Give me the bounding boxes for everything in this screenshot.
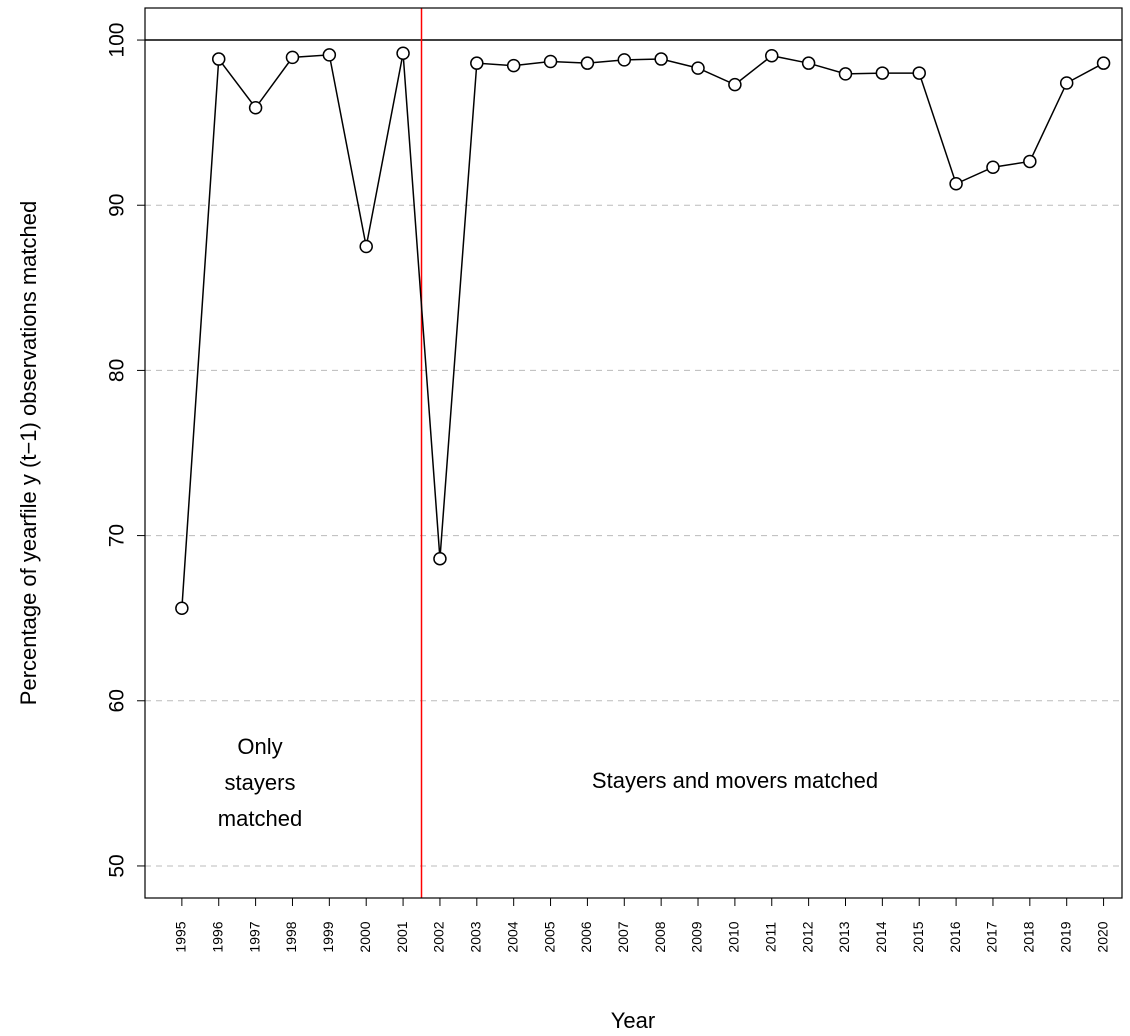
x-tick-label: 1999 bbox=[320, 921, 336, 952]
y-tick-label: 60 bbox=[106, 689, 129, 712]
x-tick-label: 2011 bbox=[762, 922, 778, 952]
y-tick-label: 100 bbox=[106, 23, 129, 58]
x-tick-label: 2009 bbox=[689, 921, 705, 952]
annotation: stayers bbox=[225, 770, 296, 795]
x-tick-label: 2012 bbox=[799, 921, 815, 952]
data-point bbox=[986, 160, 1000, 174]
x-tick-label: 1997 bbox=[246, 921, 262, 952]
annotation: Stayers and movers matched bbox=[592, 768, 878, 793]
x-tick-label: 2014 bbox=[873, 921, 889, 952]
data-point bbox=[470, 56, 484, 70]
series-line bbox=[181, 53, 1104, 609]
x-tick-label: 2020 bbox=[1094, 921, 1110, 952]
data-point bbox=[728, 77, 742, 92]
data-point bbox=[580, 56, 595, 70]
y-tick-label: 50 bbox=[106, 854, 129, 877]
data-point bbox=[691, 61, 705, 75]
x-tick-label: 2005 bbox=[541, 921, 557, 952]
data-point bbox=[285, 50, 300, 65]
y-tick-label: 70 bbox=[106, 524, 129, 547]
x-tick-label: 2000 bbox=[357, 921, 373, 952]
y-tick-label: 80 bbox=[106, 359, 129, 382]
data-point bbox=[248, 101, 263, 115]
data-point bbox=[875, 66, 890, 80]
x-tick-label: 2019 bbox=[1057, 921, 1073, 952]
data-point bbox=[1059, 76, 1074, 90]
x-tick-label: 2007 bbox=[615, 921, 631, 952]
data-point bbox=[211, 52, 226, 66]
x-tick-label: 1998 bbox=[283, 921, 299, 952]
data-point bbox=[1096, 56, 1111, 70]
data-point bbox=[617, 53, 632, 67]
x-tick-label: 2004 bbox=[504, 921, 520, 952]
x-tick-label: 2008 bbox=[652, 921, 668, 952]
y-tick-label: 90 bbox=[106, 194, 129, 217]
data-point bbox=[506, 58, 521, 73]
x-tick-label: 2017 bbox=[984, 921, 1000, 952]
x-tick-label: 2001 bbox=[394, 921, 410, 952]
x-tick-label: 2016 bbox=[947, 921, 963, 952]
y-axis-label: Percentage of yearfile y (t−1) observati… bbox=[16, 201, 41, 705]
annotation: matched bbox=[218, 806, 302, 831]
data-point bbox=[359, 239, 373, 254]
data-point bbox=[801, 56, 816, 70]
data-point bbox=[322, 48, 337, 62]
x-tick-label: 2018 bbox=[1021, 921, 1037, 952]
data-point bbox=[175, 601, 189, 616]
x-tick-label: 2013 bbox=[836, 921, 852, 952]
annotation: Only bbox=[237, 734, 282, 759]
x-tick-label: 1996 bbox=[209, 921, 225, 952]
data-point bbox=[765, 48, 779, 63]
x-tick-label: 2006 bbox=[578, 921, 594, 952]
x-tick-label: 2002 bbox=[431, 921, 447, 952]
x-axis-label: Year bbox=[611, 1008, 655, 1033]
data-point bbox=[543, 54, 558, 69]
data-point bbox=[838, 67, 853, 81]
data-point bbox=[654, 52, 668, 66]
data-point bbox=[396, 46, 410, 61]
data-point bbox=[433, 551, 447, 566]
data-point bbox=[949, 177, 963, 191]
data-point bbox=[912, 66, 926, 80]
x-tick-label: 2010 bbox=[726, 921, 742, 952]
data-point bbox=[1023, 154, 1037, 169]
x-tick-label: 1995 bbox=[173, 921, 189, 952]
x-tick-label: 2015 bbox=[910, 921, 926, 952]
plot-frame bbox=[144, 7, 1123, 899]
x-tick-label: 2003 bbox=[468, 921, 484, 952]
